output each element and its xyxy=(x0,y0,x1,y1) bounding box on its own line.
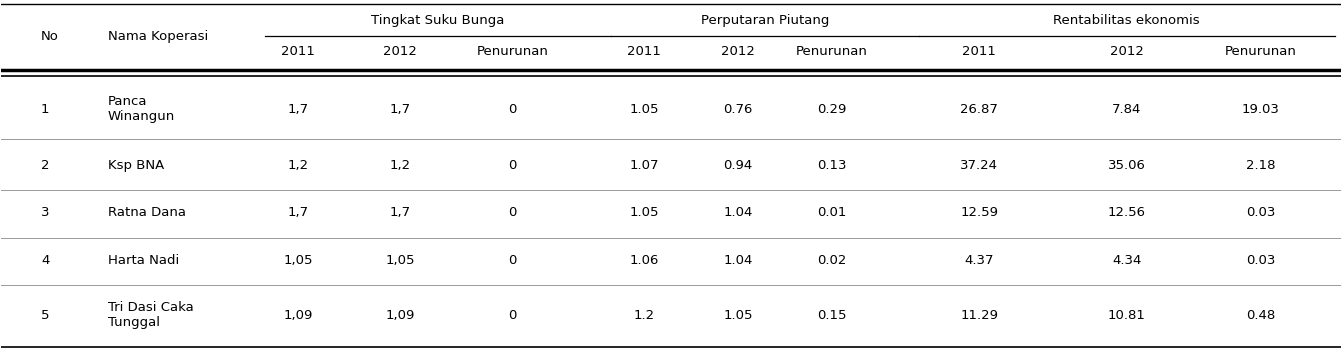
Text: Ksp BNA: Ksp BNA xyxy=(107,159,164,171)
Text: Ratna Dana: Ratna Dana xyxy=(107,206,187,219)
Text: 19.03: 19.03 xyxy=(1241,103,1280,116)
Text: 26.87: 26.87 xyxy=(961,103,998,116)
Text: 1.04: 1.04 xyxy=(723,254,753,267)
Text: 0.15: 0.15 xyxy=(817,309,847,322)
Text: Panca
Winangun: Panca Winangun xyxy=(107,95,176,123)
Text: 0: 0 xyxy=(509,103,517,116)
Text: 11.29: 11.29 xyxy=(961,309,998,322)
Text: 0.03: 0.03 xyxy=(1247,254,1275,267)
Text: 1.04: 1.04 xyxy=(723,206,753,219)
Text: Penurunan: Penurunan xyxy=(476,45,549,59)
Text: 2012: 2012 xyxy=(384,45,417,59)
Text: Penurunan: Penurunan xyxy=(1225,45,1296,59)
Text: 2012: 2012 xyxy=(721,45,756,59)
Text: 0.01: 0.01 xyxy=(817,206,847,219)
Text: 1,09: 1,09 xyxy=(385,309,415,322)
Text: 0.13: 0.13 xyxy=(817,159,847,171)
Text: 1.05: 1.05 xyxy=(629,103,659,116)
Text: 7.84: 7.84 xyxy=(1113,103,1142,116)
Text: 1.2: 1.2 xyxy=(633,309,655,322)
Text: 3: 3 xyxy=(40,206,50,219)
Text: Tri Dasi Caka
Tunggal: Tri Dasi Caka Tunggal xyxy=(107,301,193,329)
Text: 1,7: 1,7 xyxy=(389,206,411,219)
Text: No: No xyxy=(40,29,59,43)
Text: 12.59: 12.59 xyxy=(961,206,998,219)
Text: 0.02: 0.02 xyxy=(817,254,847,267)
Text: 1.05: 1.05 xyxy=(723,309,753,322)
Text: 0.48: 0.48 xyxy=(1247,309,1275,322)
Text: 0: 0 xyxy=(509,309,517,322)
Text: 0: 0 xyxy=(509,206,517,219)
Text: Rentabilitas ekonomis: Rentabilitas ekonomis xyxy=(1053,13,1200,27)
Text: 4.37: 4.37 xyxy=(965,254,994,267)
Text: 0.76: 0.76 xyxy=(723,103,753,116)
Text: 1,7: 1,7 xyxy=(389,103,411,116)
Text: 5: 5 xyxy=(40,309,50,322)
Text: 2.18: 2.18 xyxy=(1247,159,1276,171)
Text: 12.56: 12.56 xyxy=(1107,206,1146,219)
Text: 2011: 2011 xyxy=(282,45,315,59)
Text: 0.29: 0.29 xyxy=(817,103,847,116)
Text: 2: 2 xyxy=(40,159,50,171)
Text: 1,7: 1,7 xyxy=(287,206,309,219)
Text: 1,09: 1,09 xyxy=(283,309,313,322)
Text: 1,05: 1,05 xyxy=(385,254,415,267)
Text: 0: 0 xyxy=(509,254,517,267)
Text: 1.06: 1.06 xyxy=(629,254,659,267)
Text: 1,7: 1,7 xyxy=(287,103,309,116)
Text: Tingkat Suku Bunga: Tingkat Suku Bunga xyxy=(370,13,505,27)
Text: 37.24: 37.24 xyxy=(961,159,998,171)
Text: 2011: 2011 xyxy=(627,45,662,59)
Text: Penurunan: Penurunan xyxy=(796,45,868,59)
Text: 4: 4 xyxy=(40,254,50,267)
Text: 2011: 2011 xyxy=(962,45,996,59)
Text: 1,05: 1,05 xyxy=(283,254,313,267)
Text: 10.81: 10.81 xyxy=(1108,309,1146,322)
Text: 0.03: 0.03 xyxy=(1247,206,1275,219)
Text: 1,2: 1,2 xyxy=(287,159,309,171)
Text: 2012: 2012 xyxy=(1110,45,1143,59)
Text: 35.06: 35.06 xyxy=(1108,159,1146,171)
Text: Nama Koperasi: Nama Koperasi xyxy=(107,29,208,43)
Text: 1.07: 1.07 xyxy=(629,159,659,171)
Text: 1.05: 1.05 xyxy=(629,206,659,219)
Text: Harta Nadi: Harta Nadi xyxy=(107,254,180,267)
Text: 1: 1 xyxy=(40,103,50,116)
Text: 1,2: 1,2 xyxy=(389,159,411,171)
Text: Perputaran Piutang: Perputaran Piutang xyxy=(701,13,829,27)
Text: 0: 0 xyxy=(509,159,517,171)
Text: 4.34: 4.34 xyxy=(1113,254,1142,267)
Text: 0.94: 0.94 xyxy=(723,159,753,171)
